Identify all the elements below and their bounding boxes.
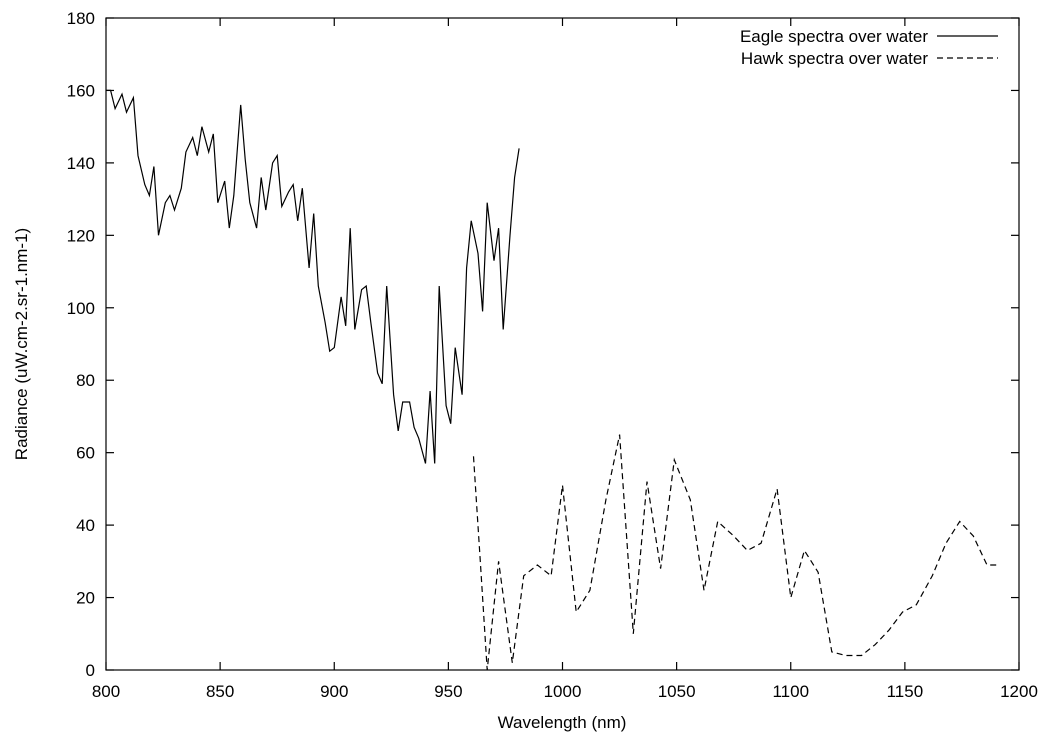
x-tick-label: 1100 [772,682,809,701]
y-tick-label: 0 [86,661,95,680]
x-tick-label: 1150 [887,682,924,701]
legend: Eagle spectra over water Hawk spectra ove… [740,27,998,68]
y-tick-label: 80 [76,371,95,390]
y-tick-label: 60 [76,444,95,463]
y-tick-label: 40 [76,516,95,535]
series-layer [106,89,997,671]
x-axis-title: Wavelength (nm) [498,713,627,732]
series-line-eagle-spectra-over-water [106,89,520,464]
y-tick-label: 100 [67,299,95,318]
y-tick-label: 20 [76,589,95,608]
legend-label-eagle-spectra-over-water: Eagle spectra over water [740,27,928,46]
series-line-hawk-spectra-over-water [472,434,997,671]
plot-frame [105,17,1020,671]
x-tick-label: 900 [320,682,348,701]
y-tick-label: 160 [67,81,95,100]
x-tick-label: 1000 [544,682,582,701]
y-axis-title: Radiance (uW.cm-2.sr-1.nm-1) [12,228,31,460]
x-tick-label: 1050 [658,682,696,701]
y-tick-label: 120 [67,226,95,245]
x-tick-label: 1200 [1000,682,1038,701]
legend-label-hawk-spectra-over-water: Hawk spectra over water [741,49,928,68]
tick-marks [105,17,1020,671]
x-tick-label: 800 [92,682,120,701]
x-tick-label: 850 [206,682,234,701]
y-tick-label: 180 [67,9,95,28]
tick-labels: 800 850 900 950 1000 1050 1100 1150 1200 0 20 40 60 8… [67,9,1038,701]
y-tick-label: 140 [67,154,95,173]
x-tick-label: 950 [434,682,462,701]
